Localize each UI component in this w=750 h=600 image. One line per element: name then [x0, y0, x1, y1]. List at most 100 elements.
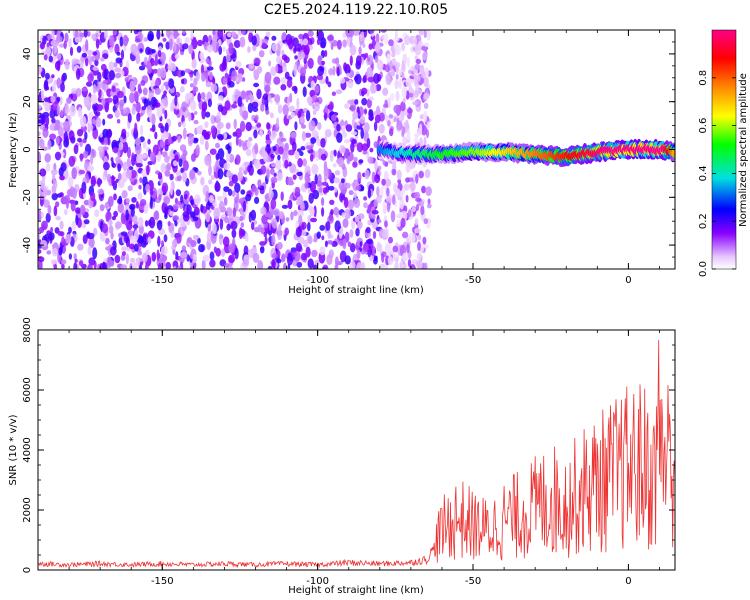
heatmap-noise-blob — [347, 199, 354, 210]
heatmap-noise-blob — [55, 35, 63, 43]
heatmap-noise-blob — [273, 172, 277, 177]
heatmap-noise-blob — [261, 42, 267, 48]
heatmap-noise-blob — [296, 261, 303, 268]
snr-y-ticks: 0 2000 4000 6000 8000 — [22, 317, 675, 573]
heatmap-noise-blob — [190, 30, 194, 40]
heatmap-noise-blob — [88, 124, 94, 131]
heatmap-noise-blob — [367, 188, 372, 199]
heatmap-noise-blob — [111, 160, 115, 168]
heatmap-noise-blob — [423, 110, 428, 123]
heatmap-noise-blob — [405, 177, 410, 183]
heatmap-noise-blob — [131, 152, 135, 164]
heatmap-noise-blob — [278, 211, 285, 220]
heatmap-noise-blob — [271, 218, 278, 229]
heatmap-noise-blob — [101, 223, 109, 234]
heatmap-noise-blob — [139, 199, 147, 207]
heatmap-noise-blob — [190, 251, 194, 260]
heatmap-noise-blob — [149, 197, 153, 209]
heatmap-noise-blob — [122, 161, 128, 172]
heatmap-noise-blob — [180, 252, 187, 259]
heatmap-noise-blob — [206, 44, 214, 53]
heatmap-noise-blob — [173, 265, 177, 269]
heatmap-noise-blob — [231, 229, 237, 239]
heatmap-noise-blob — [386, 201, 391, 213]
heatmap-noise-blob — [324, 129, 332, 138]
heatmap-noise-blob — [323, 66, 327, 77]
heatmap-noise-blob — [387, 256, 394, 265]
heatmap-noise-blob — [329, 101, 334, 112]
heatmap-noise-blob — [339, 120, 346, 126]
heatmap-noise-blob — [381, 253, 385, 263]
heatmap-noise-blob — [184, 68, 192, 73]
heatmap-noise-blob — [351, 138, 357, 144]
heatmap-noise-blob — [167, 220, 171, 227]
heatmap-noise-blob — [252, 44, 257, 52]
heatmap-noise-blob — [323, 112, 328, 121]
heatmap-noise-blob — [208, 164, 212, 177]
heatmap-noise-blob — [88, 111, 94, 120]
heatmap-noise-blob — [362, 150, 368, 155]
heatmap-noise-blob — [297, 158, 303, 168]
heatmap-noise-blob — [141, 252, 148, 263]
heatmap-noise-blob — [345, 124, 353, 132]
heatmap-noise-blob — [79, 204, 86, 216]
heatmap-noise-blob — [178, 158, 183, 168]
heatmap-noise-blob — [374, 173, 381, 184]
heatmap-noise-blob — [172, 215, 179, 221]
heatmap-noise-blob — [228, 243, 235, 254]
heatmap-noise-blob — [142, 140, 147, 149]
heatmap-noise-blob — [415, 197, 422, 202]
heatmap-noise-blob — [65, 135, 69, 146]
heatmap-noise-blob — [387, 97, 391, 109]
heatmap-noise-blob — [194, 194, 201, 206]
heatmap-noise-blob — [47, 139, 52, 150]
y-tick-label: 0 — [22, 146, 33, 152]
heatmap-noise-blob — [266, 168, 270, 180]
heatmap-noise-blob — [314, 84, 320, 94]
heatmap-noise-blob — [382, 229, 388, 241]
heatmap-noise-blob — [288, 105, 295, 113]
heatmap-noise-blob — [309, 206, 315, 217]
heatmap-noise-blob — [253, 158, 261, 169]
heatmap-noise-blob — [114, 72, 122, 79]
heatmap-noise-blob — [124, 77, 130, 83]
heatmap-noise-blob — [73, 262, 78, 269]
heatmap-noise-blob — [63, 195, 71, 204]
heatmap-noise-blob — [208, 59, 212, 67]
heatmap-noise-blob — [268, 186, 272, 196]
heatmap-noise-blob — [316, 74, 324, 81]
heatmap-noise-blob — [242, 200, 247, 212]
heatmap-noise-blob — [306, 96, 313, 104]
heatmap-noise-blob — [248, 63, 255, 70]
heatmap-noise-blob — [264, 212, 272, 218]
heatmap-noise-blob — [130, 235, 138, 244]
heatmap-noise-blob — [91, 55, 95, 63]
heatmap-noise-blob — [296, 171, 303, 177]
heatmap-noise-blob — [208, 179, 213, 185]
heatmap-noise-blob — [267, 265, 273, 269]
heatmap-noise-blob — [417, 241, 421, 252]
heatmap-noise-blob — [302, 158, 308, 167]
heatmap-noise-blob — [344, 208, 351, 220]
heatmap-noise-blob — [303, 239, 309, 248]
heatmap-noise-blob — [230, 220, 238, 230]
heatmap-noise-blob — [153, 60, 159, 66]
heatmap-noise-blob — [406, 56, 410, 68]
heatmap-noise-blob — [300, 116, 305, 124]
heatmap-noise-blob — [353, 192, 358, 199]
heatmap-noise-blob — [396, 120, 403, 131]
heatmap-noise-blob — [122, 141, 129, 154]
heatmap-noise-blob — [271, 234, 276, 246]
heatmap-noise-blob — [234, 94, 238, 100]
heatmap-noise-blob — [412, 101, 418, 106]
heatmap-noise-blob — [125, 169, 132, 179]
heatmap-noise-blob — [113, 82, 119, 87]
heatmap-noise-blob — [403, 183, 410, 191]
heatmap-noise-blob — [314, 173, 318, 185]
heatmap-noise-blob — [270, 198, 277, 210]
heatmap-noise-blob — [385, 75, 392, 86]
heatmap-noise-blob — [149, 151, 156, 162]
heatmap-noise-blob — [183, 214, 190, 222]
heatmap-noise-blob — [226, 223, 231, 231]
heatmap-noise-blob — [345, 30, 353, 38]
